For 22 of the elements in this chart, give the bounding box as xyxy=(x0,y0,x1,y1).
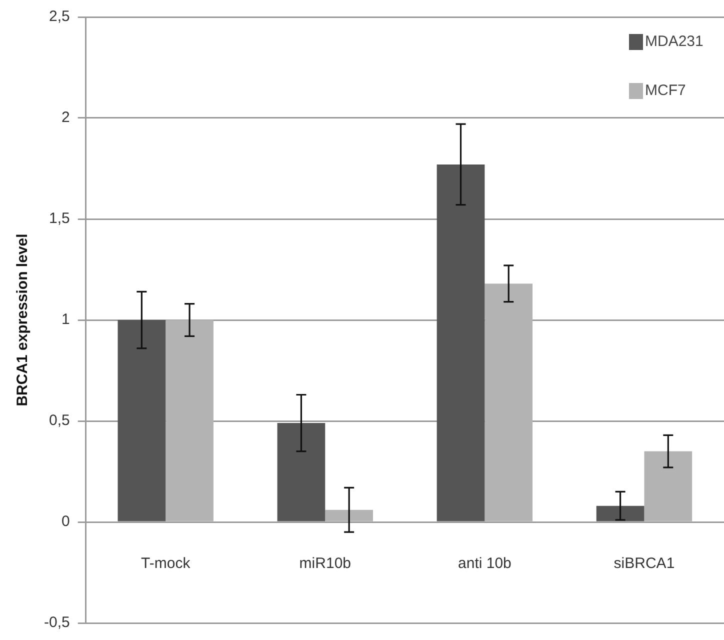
x-tick-label: siBRCA1 xyxy=(614,555,675,572)
x-tick-label: T-mock xyxy=(141,555,191,572)
y-tick-label: 2 xyxy=(62,109,70,126)
y-axis-title: BRCA1 expression level xyxy=(14,234,32,406)
y-tick-label: 0 xyxy=(62,513,70,530)
legend-label: MDA231 xyxy=(645,33,704,50)
bar xyxy=(596,506,644,522)
y-tick-label: 1 xyxy=(62,311,70,328)
x-tick-label: miR10b xyxy=(299,555,351,572)
y-tick-label: 1,5 xyxy=(48,210,70,228)
bar xyxy=(644,451,692,522)
bar xyxy=(325,510,374,522)
bar xyxy=(166,320,214,522)
y-tick-label: 2,5 xyxy=(48,8,70,26)
bar xyxy=(436,164,485,522)
y-tick-label: 0,5 xyxy=(48,412,70,430)
bar xyxy=(484,284,533,522)
legend-label: MCF7 xyxy=(645,82,686,100)
bar xyxy=(277,423,326,522)
y-tick-label: -0,5 xyxy=(44,614,70,632)
x-tick-label: anti 10b xyxy=(458,555,512,572)
bar xyxy=(118,320,166,522)
